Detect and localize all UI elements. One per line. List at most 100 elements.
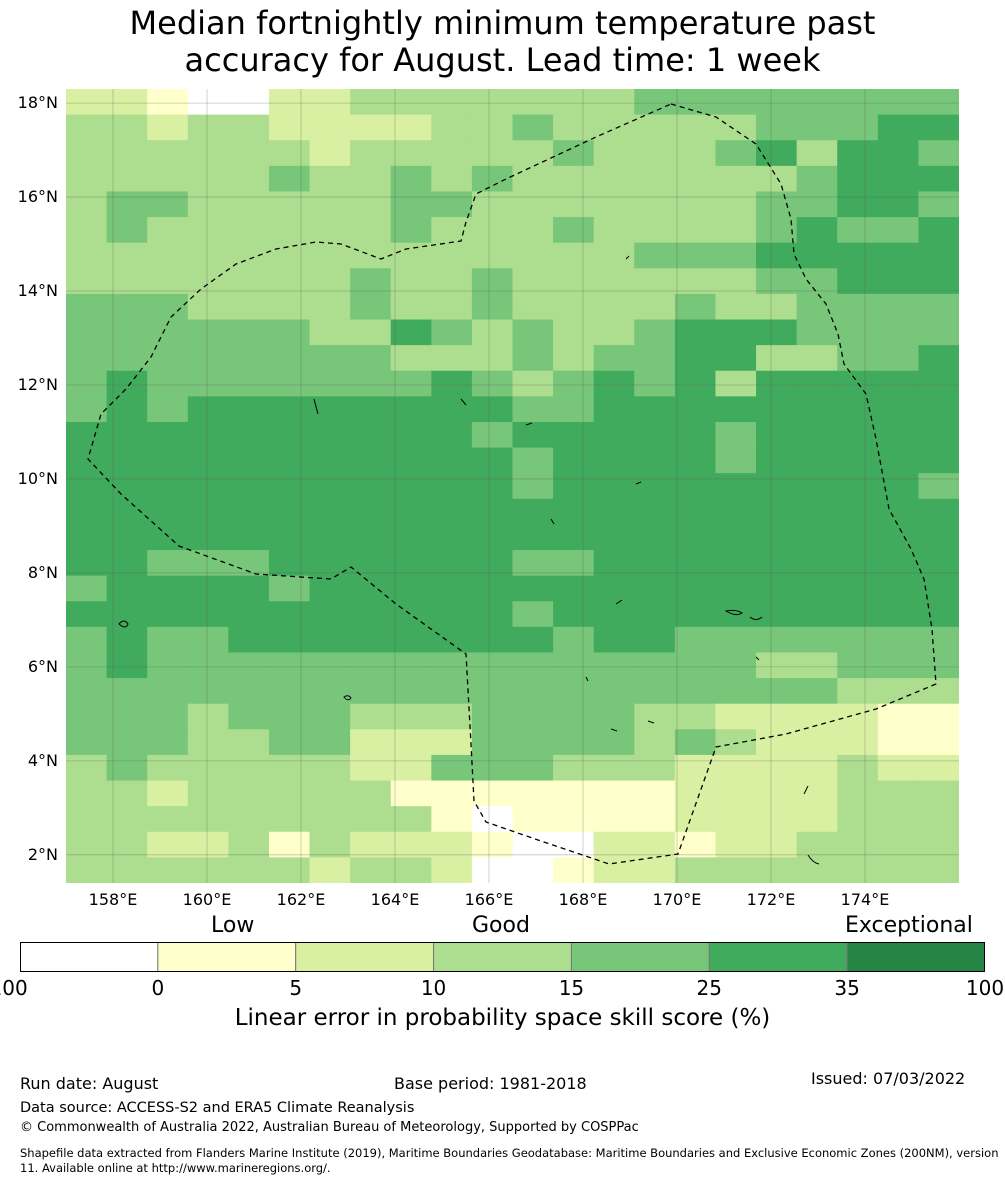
grid-cell [309,703,351,730]
grid-cell [471,806,514,833]
grid-cell [512,293,554,321]
grid-cell [187,165,229,193]
grid-cell [471,550,514,577]
grid-cell [147,857,189,883]
grid-cell [309,217,351,244]
grid-cell [877,524,920,551]
grid-cell [553,550,595,577]
grid-cell [431,601,473,628]
grid-cell [268,550,311,577]
grid-cell [593,550,635,577]
grid-cell [147,370,189,397]
grid-cell [593,345,635,372]
grid-cell [390,857,432,883]
grid-cell [593,217,635,244]
grid-cell [187,498,229,526]
grid-cell [106,729,148,756]
grid-cell [877,729,920,756]
grid-cell [228,140,270,167]
grid-cell [106,370,148,397]
grid-cell [837,550,879,577]
colorbar-tick-label: 25 [696,976,722,1000]
longitude-label: 168°E [558,890,608,909]
grid-cell [147,242,189,269]
grid-cell [756,831,798,858]
grid-cell [431,114,473,141]
legend-category-good: Good [472,913,530,938]
grid-cell [147,601,189,628]
grid-cell [593,831,635,858]
grid-cell [796,217,838,244]
grid-cell [837,293,879,321]
grid-cell [66,678,108,705]
grid-cell [187,626,229,654]
grid-cell [309,370,351,397]
colorbar-tick-label: 10 [420,976,447,1000]
grid-cell [106,550,148,577]
grid-cell [350,754,392,782]
grid-cell [431,447,473,474]
grid-cell [553,421,595,449]
grid-cell [268,703,311,730]
grid-cell [350,473,392,500]
issued-date: Issued: 07/03/2022 [811,1069,966,1088]
grid-cell [512,678,554,705]
grid-cell [471,703,514,730]
grid-cell [390,652,432,679]
grid-cell [715,780,757,807]
grid-cell [674,575,717,602]
shapefile-credit: Shapefile data extracted from Flanders M… [20,1146,999,1175]
grid-cell [268,575,311,602]
grid-cell [634,473,676,500]
grid-cell [593,626,635,654]
grid-cell [268,447,311,474]
grid-cell [877,550,920,577]
grid-cell [268,421,311,449]
grid-cell [756,729,798,756]
grid-cell [512,524,554,551]
grid-cell [350,626,392,654]
colorbar-segment [433,942,572,972]
grid-cell [350,831,392,858]
grid-cell [350,447,392,474]
grid-cell [228,703,270,730]
grid-cell [756,268,798,295]
grid-cell [674,678,717,705]
grid-cell [147,652,189,679]
grid-cell [66,831,108,858]
grid-cell [350,601,392,628]
grid-cell [837,89,879,116]
grid-cell [431,165,473,193]
grid-cell [431,217,473,244]
grid-cell [756,293,798,321]
grid-cell [837,421,879,449]
grid-cell [674,626,717,654]
grid-cell [634,729,676,756]
grid-cell [674,421,717,449]
grid-cell [471,345,514,372]
grid-cell [350,140,392,167]
grid-cell [674,473,717,500]
grid-cell [877,345,920,372]
colorbar-segment [846,942,985,972]
grid-cell [187,396,229,423]
grid-cell [309,498,351,526]
grid-cell [268,319,311,346]
grid-cell [796,345,838,372]
grid-cell [106,396,148,423]
grid-cell [147,89,189,116]
grid-cell [309,319,351,346]
grid-cell [715,703,757,730]
grid-cell [918,89,959,116]
grid-cell [268,396,311,423]
grid-cell [390,345,432,372]
grid-cell [918,550,959,577]
grid-cell [187,293,229,321]
grid-cell [431,626,473,654]
grid-cell [918,447,959,474]
grid-cell [674,396,717,423]
grid-cell [877,857,920,883]
grid-cell [715,831,757,858]
grid-cell [350,370,392,397]
islands [118,255,820,865]
